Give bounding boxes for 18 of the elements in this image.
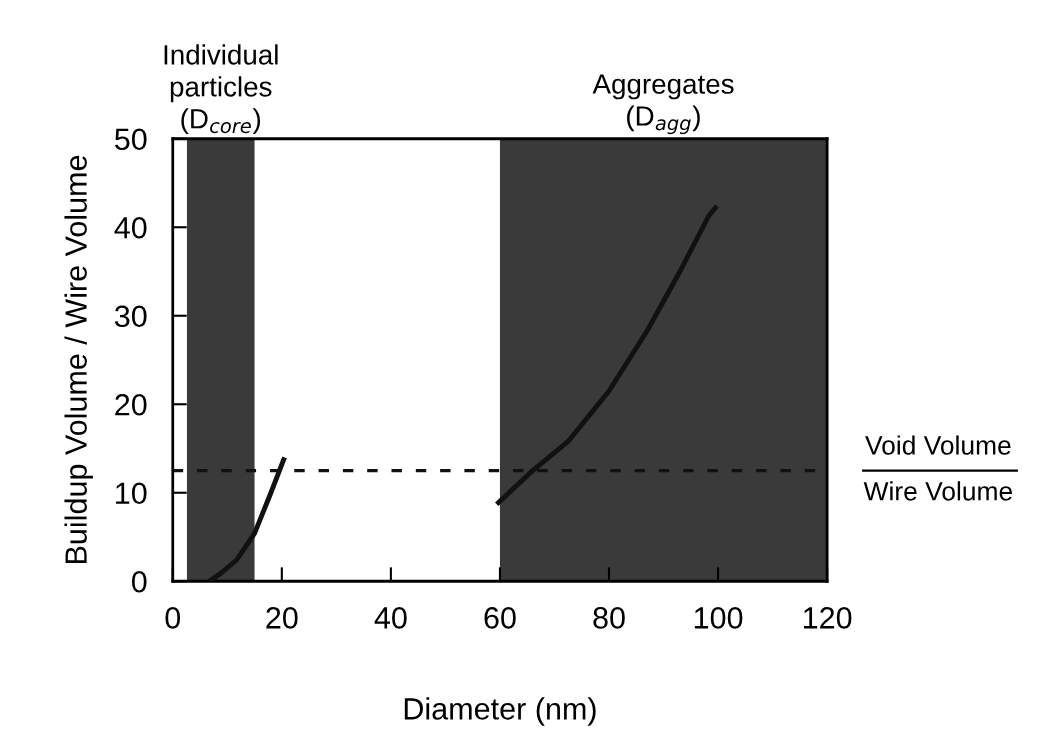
x-tick-label: 60 xyxy=(484,607,516,629)
y-tick-label: 30 xyxy=(114,305,147,328)
y-tick-label: 40 xyxy=(114,216,147,239)
x-tick-label: 20 xyxy=(266,607,298,629)
band-label: Aggregates (D$_{agg}$) xyxy=(592,74,734,135)
y-tick-label: 0 xyxy=(131,570,147,593)
x-tick-label: 40 xyxy=(374,607,407,629)
x-tick-label: 80 xyxy=(593,607,625,629)
ref-line-label: Void Volume Wire Volume xyxy=(863,435,1012,501)
x-axis-title: Diameter (nm) xyxy=(404,697,596,726)
y-axis-title: Buildup Volume / Wire Volume xyxy=(64,155,93,563)
x-tick-label: 100 xyxy=(694,607,743,629)
y-tick-label: 50 xyxy=(114,128,147,151)
y-tick-label: 10 xyxy=(116,482,147,505)
x-tick-label: 0 xyxy=(165,607,181,629)
band-label: Individual particles (D$_{core}$) xyxy=(164,44,278,135)
y-tick-label: 20 xyxy=(115,393,147,416)
x-tick-label: 120 xyxy=(803,607,852,629)
